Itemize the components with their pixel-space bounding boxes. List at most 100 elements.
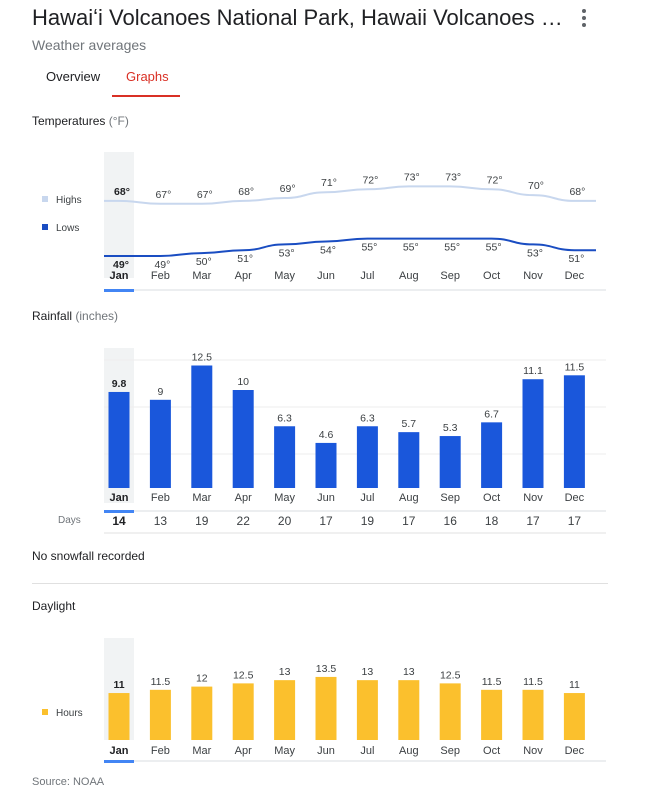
month-label-dec: Dec [565, 745, 585, 757]
month-label-apr: Apr [235, 492, 252, 504]
month-label-dec: Dec [565, 492, 585, 504]
high-temp-label: 71° [321, 177, 337, 189]
low-temp-label: 51° [237, 253, 253, 265]
high-temp-label: 72° [362, 174, 378, 186]
month-label-jun: Jun [317, 270, 335, 282]
month-label-sep: Sep [440, 492, 460, 504]
month-label-feb: Feb [151, 492, 170, 504]
legend-swatch-hours [42, 709, 48, 715]
month-label-feb: Feb [151, 745, 170, 757]
snowfall-note: No snowfall recorded [32, 549, 145, 563]
rain-bar-jul [356, 426, 378, 488]
selected-month-indicator [104, 510, 134, 513]
high-temp-label: 68° [569, 186, 585, 198]
low-temp-label: 55° [403, 242, 419, 254]
rainfall-chart: 9.8 9 12.5 10 6.3 4.6 6.3 5.7 5.3 6.7 11.1 11.5 Jan F… [58, 348, 606, 534]
month-label-dec: Dec [565, 270, 585, 282]
tab-graphs[interactable]: Graphs [126, 69, 169, 84]
high-temp-label: 67° [197, 189, 213, 201]
temperatures-label: Temperatures [32, 114, 106, 128]
rain-days-value: 19 [195, 514, 209, 528]
rain-days-value: 17 [526, 514, 540, 528]
temperatures-unit: (°F) [108, 114, 129, 128]
low-temp-label: 55° [361, 242, 377, 254]
rain-bar-sep [439, 436, 461, 488]
high-temp-label: 73° [445, 171, 461, 183]
daylight-value-label: 11 [569, 679, 580, 691]
rainfall-label: Rainfall [32, 309, 73, 323]
month-label-nov: Nov [523, 270, 543, 282]
month-label-oct: Oct [483, 745, 500, 757]
rain-value-label: 5.3 [443, 422, 458, 434]
daylight-bar-apr [232, 683, 254, 740]
daylight-chart: 11 11.5 12 12.5 13 13.5 13 13 12.5 11.5 11.5 11 Hour… [42, 638, 606, 763]
rain-value-label: 4.6 [319, 429, 334, 441]
month-label-jun: Jun [317, 492, 335, 504]
rain-value-label: 10 [237, 376, 249, 388]
rainfall-unit: (inches) [75, 309, 119, 323]
month-label-feb: Feb [151, 270, 170, 282]
daylight-value-label: 13 [362, 666, 374, 678]
daylight-bar-oct [481, 689, 503, 740]
high-temp-label: 73° [404, 171, 420, 183]
high-temp-label: 70° [528, 180, 544, 192]
temperature-chart: 68° 67° 67° 68° 69° 71° 72° 73° 73° 72° 70° 68° 49° 4… [42, 152, 606, 292]
rain-value-label: 5.7 [401, 418, 416, 430]
rain-days-value: 20 [278, 514, 292, 528]
rain-value-label: 11.5 [565, 361, 585, 373]
daylight-bar-dec [563, 693, 585, 740]
daylight-bar-may [274, 680, 296, 740]
legend-swatch-lows [42, 224, 48, 230]
low-temp-label: 55° [444, 242, 460, 254]
legend-swatch-highs [42, 196, 48, 202]
low-temp-label: 50° [196, 256, 212, 268]
month-label-mar: Mar [192, 492, 211, 504]
daylight-bar-aug [398, 680, 420, 740]
month-label-nov: Nov [523, 492, 543, 504]
daylight-value-label: 12.5 [233, 669, 254, 681]
source-note: Source: NOAA [32, 776, 105, 788]
low-temp-label: 49° [154, 259, 170, 271]
rain-value-label: 6.7 [484, 408, 499, 420]
daylight-value-label: 12 [196, 673, 208, 685]
low-temp-label: 55° [486, 242, 502, 254]
rain-bar-mar [191, 365, 213, 488]
month-label-jan: Jan [110, 745, 129, 757]
rain-days-value: 17 [402, 514, 416, 528]
month-label-jan: Jan [110, 492, 129, 504]
high-temp-label: 67° [155, 189, 171, 201]
rain-days-value: 18 [485, 514, 499, 528]
temperatures-heading: Temperatures (°F) [32, 114, 129, 128]
daylight-bar-nov [522, 689, 544, 740]
rain-value-label: 6.3 [277, 412, 292, 424]
rain-days-value: 22 [237, 514, 251, 528]
daylight-bar-sep [439, 683, 461, 740]
month-label-may: May [274, 270, 295, 282]
more-vert-icon[interactable] [574, 4, 594, 32]
high-temp-label: 72° [487, 174, 503, 186]
tab-overview[interactable]: Overview [46, 69, 101, 84]
daylight-value-label: 13 [279, 666, 291, 678]
month-label-apr: Apr [235, 745, 252, 757]
rain-value-label: 12.5 [192, 352, 213, 364]
daylight-value-label: 11.5 [523, 676, 543, 688]
daylight-bar-feb [149, 689, 171, 740]
page-subtitle: Weather averages [32, 37, 147, 53]
low-temp-label: 53° [279, 247, 295, 259]
legend-label-lows: Lows [56, 223, 79, 234]
low-temp-label: 49° [113, 259, 129, 271]
month-label-jun: Jun [317, 745, 335, 757]
high-temp-label: 68° [114, 186, 130, 198]
rain-days-value: 17 [319, 514, 333, 528]
rain-days-value: 19 [361, 514, 375, 528]
month-label-mar: Mar [192, 745, 211, 757]
selected-month-indicator [104, 760, 134, 763]
daylight-heading: Daylight [32, 599, 76, 613]
month-label-oct: Oct [483, 492, 500, 504]
month-label-aug: Aug [399, 492, 419, 504]
month-label-jul: Jul [360, 745, 374, 757]
low-temp-label: 53° [527, 247, 543, 259]
high-temp-label: 69° [280, 183, 296, 195]
month-label-may: May [274, 745, 295, 757]
rain-value-label: 6.3 [360, 412, 375, 424]
